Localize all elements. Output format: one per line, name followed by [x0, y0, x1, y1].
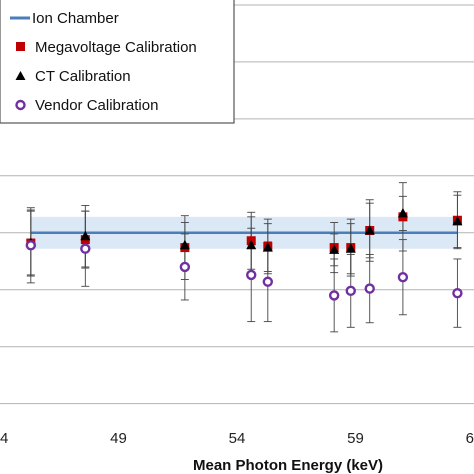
point-ct [345, 243, 356, 253]
point-vendor [452, 287, 463, 299]
point-vendor [25, 240, 37, 251]
point-vendor [246, 269, 257, 281]
x-tick-label: 59 [347, 430, 364, 447]
x-tick-labels: 44 49 54 59 64 [0, 430, 474, 447]
point-ct [80, 230, 91, 241]
point-ct [329, 244, 340, 254]
point-ct [397, 207, 408, 218]
point-vendor [262, 276, 274, 287]
x-tick-label: 49 [110, 430, 127, 447]
point-ct [246, 239, 257, 250]
point-ct [452, 215, 463, 226]
data-points [25, 207, 463, 301]
error-bars [26, 182, 462, 333]
legend-swatch-vendor [15, 99, 26, 111]
point-vendor [328, 290, 340, 301]
point-vendor [397, 271, 409, 283]
legend-label-ion-chamber: Ion Chamber [32, 10, 119, 27]
legend-box [0, 0, 235, 124]
point-ct [364, 225, 375, 235]
legend-label-ct: CT Calibration [35, 68, 131, 85]
legend-label-vendor: Vendor Calibration [35, 97, 158, 114]
legend: Ion Chamber Megavoltage Calibration CT C… [0, 0, 235, 124]
point-vendor [345, 285, 356, 297]
point-ct [262, 242, 273, 252]
x-tick-label: 44 [0, 430, 8, 447]
x-tick-label: 54 [229, 430, 246, 447]
point-vendor [80, 243, 91, 254]
point-vendor [364, 283, 375, 294]
legend-swatch-ct [15, 71, 26, 80]
x-axis-title: Mean Photon Energy (keV) [193, 457, 383, 474]
point-vendor [179, 261, 191, 273]
legend-label-megavoltage: Megavoltage Calibration [35, 39, 197, 56]
legend-swatch-megavoltage [16, 42, 25, 51]
point-ct [179, 239, 190, 250]
x-tick-label: 64 [466, 430, 474, 447]
